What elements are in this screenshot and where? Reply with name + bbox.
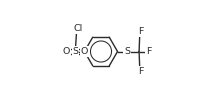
Text: S: S [73, 47, 78, 56]
Text: O: O [81, 47, 88, 56]
Text: F: F [138, 28, 143, 36]
Text: F: F [146, 47, 151, 56]
Text: O: O [63, 47, 70, 56]
Text: F: F [138, 67, 143, 75]
Text: S: S [124, 47, 130, 56]
Text: Cl: Cl [74, 24, 83, 33]
